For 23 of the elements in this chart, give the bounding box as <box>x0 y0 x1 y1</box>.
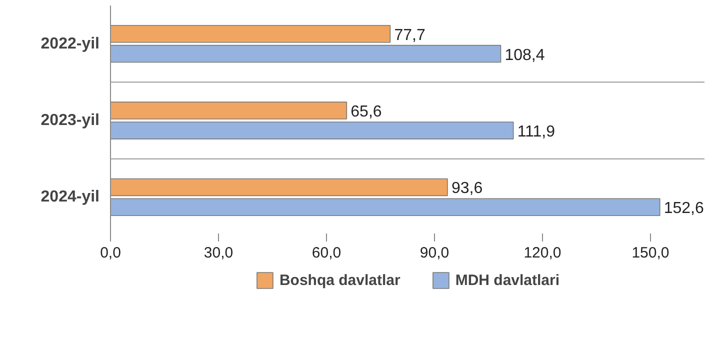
bar <box>110 178 448 196</box>
x-tick-label: 60,0 <box>312 244 342 262</box>
bar <box>110 44 502 63</box>
bar <box>110 198 660 216</box>
x-tick-label: 90,0 <box>420 244 450 262</box>
x-tick-label: 150,0 <box>632 244 670 262</box>
x-tick-label: 120,0 <box>524 244 562 262</box>
y-tick-label: 2024-yil <box>40 188 100 206</box>
data-label: 65,6 <box>350 104 382 121</box>
y-tick-label: 2022-yil <box>40 35 100 52</box>
data-label: 111,9 <box>517 123 556 140</box>
x-tick-label: 0,0 <box>100 244 121 262</box>
bar <box>110 24 391 43</box>
bar <box>110 102 348 120</box>
legend-label: MDH davlatlari <box>455 272 560 288</box>
data-label: 77,7 <box>394 26 426 44</box>
data-label: 152,6 <box>664 200 704 218</box>
x-tick-label: 30,0 <box>204 244 234 262</box>
y-tick-label: 2023-yil <box>40 112 100 129</box>
bar <box>110 122 514 140</box>
legend-label: Boshqa davlatlar <box>279 272 400 288</box>
data-label: 93,6 <box>451 180 483 198</box>
data-label: 108,4 <box>504 46 545 64</box>
